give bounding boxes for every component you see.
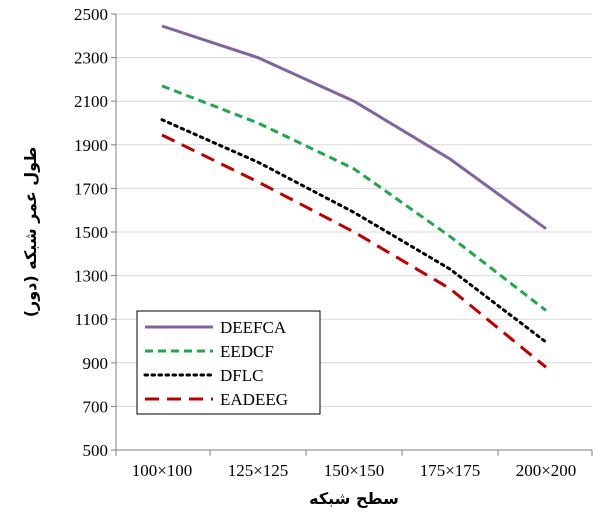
y-tick-labels: 2500 2300 2100 1900 1700 1500 1300 1100 900 700 50… bbox=[74, 5, 116, 460]
y-tick-label: 1500 bbox=[74, 223, 108, 242]
series-line-eadeeg bbox=[161, 133, 547, 369]
y-tick-label: 1100 bbox=[75, 310, 108, 329]
legend: DEEFCA EEDCF DFLC EADEEG bbox=[136, 310, 321, 415]
x-tick-labels: 100×100 125×125 150×150 175×175 200×200 bbox=[115, 450, 593, 480]
series-lines bbox=[160, 24, 548, 369]
y-tick-label: 900 bbox=[83, 354, 109, 373]
x-tick-label: 200×200 bbox=[516, 461, 577, 480]
x-axis-title: سطح شبکه bbox=[309, 489, 399, 508]
y-tick-label: 2100 bbox=[74, 92, 108, 111]
grid-lines bbox=[116, 13, 592, 407]
y-tick-label: 1900 bbox=[74, 136, 108, 155]
y-tick-label: 2300 bbox=[74, 49, 108, 68]
x-tick-label: 100×100 bbox=[132, 461, 193, 480]
y-tick-label: 700 bbox=[83, 397, 109, 416]
legend-label-eedcf: EEDCF bbox=[220, 342, 274, 361]
legend-label-deefca: DEEFCA bbox=[220, 318, 287, 337]
y-tick-label: 500 bbox=[83, 441, 109, 460]
series-line-dflc bbox=[160, 118, 548, 344]
legend-label-dflc: DFLC bbox=[220, 366, 263, 385]
y-tick-label: 2500 bbox=[74, 5, 108, 24]
y-tick-label: 1700 bbox=[74, 179, 108, 198]
series-line-deefca bbox=[161, 24, 547, 230]
series-line-eedcf bbox=[161, 84, 547, 312]
y-axis-title: طول عمر شبکه (دور) bbox=[21, 147, 40, 318]
x-tick-label: 125×125 bbox=[228, 461, 289, 480]
x-tick-label: 150×150 bbox=[324, 461, 385, 480]
legend-label-eadeeg: EADEEG bbox=[220, 390, 288, 409]
y-tick-label: 1300 bbox=[74, 267, 108, 286]
x-tick-label: 175×175 bbox=[420, 461, 481, 480]
